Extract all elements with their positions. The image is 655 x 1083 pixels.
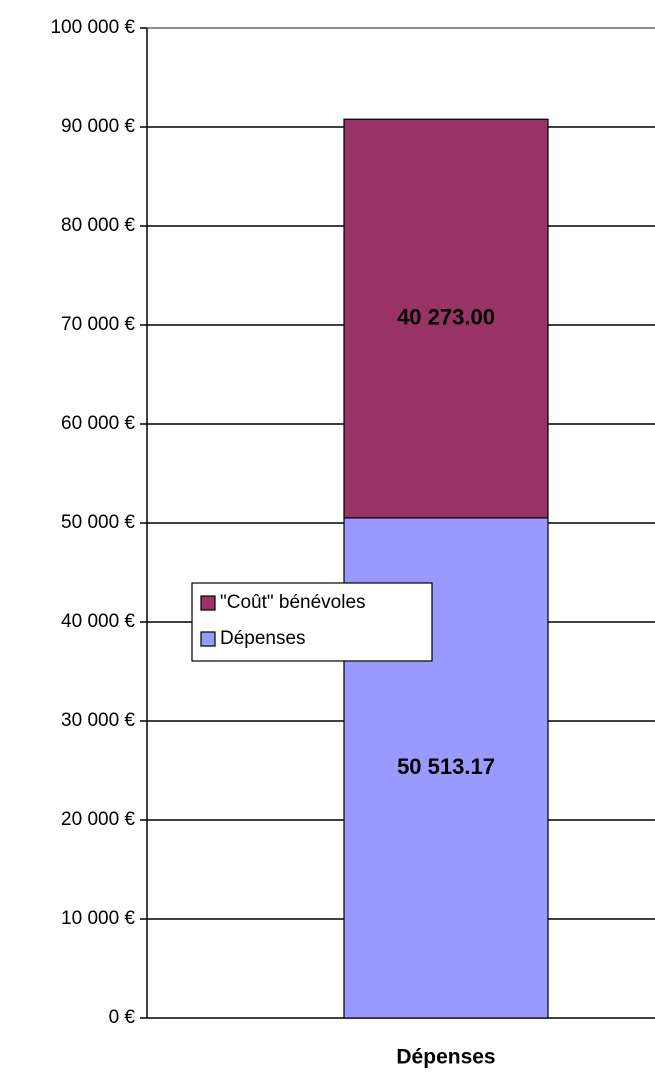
y-tick-label: 100 000 € [50, 17, 135, 38]
y-tick-label: 20 000 € [61, 809, 135, 830]
bar-segment [343, 118, 549, 519]
x-tick-label: Dépenses [396, 1046, 495, 1069]
y-tick-label: 30 000 € [61, 710, 135, 731]
y-tick-label: 40 000 € [61, 611, 135, 632]
y-tick-label: 80 000 € [61, 215, 135, 236]
legend-swatch [200, 631, 216, 647]
legend-label: Dépenses [220, 628, 306, 649]
y-tick-label: 50 000 € [61, 512, 135, 533]
y-tick-label: 0 € [109, 1007, 136, 1028]
value-label: 50 513.17 [397, 754, 495, 779]
y-tick-label: 10 000 € [61, 908, 135, 929]
legend-box [191, 582, 433, 662]
y-tick-label: 90 000 € [61, 116, 135, 137]
y-tick-label: 60 000 € [61, 413, 135, 434]
legend-label: "Coût" bénévoles [220, 592, 366, 613]
legend: "Coût" bénévoles Dépenses [191, 582, 433, 662]
y-tick-label: 70 000 € [61, 314, 135, 335]
legend-swatch [200, 595, 216, 611]
value-label: 40 273.00 [397, 304, 495, 329]
